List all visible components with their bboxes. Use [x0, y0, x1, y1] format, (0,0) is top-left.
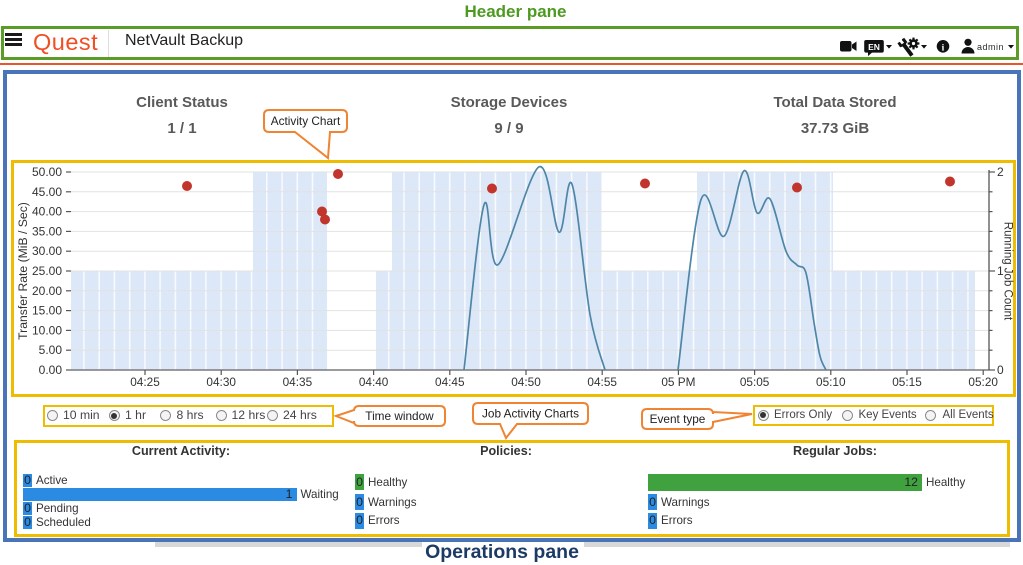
svg-text:25.00: 25.00 [32, 264, 62, 278]
svg-text:04:50: 04:50 [511, 375, 541, 389]
svg-text:Job Activity Charts: Job Activity Charts [482, 407, 579, 421]
svg-text:Transfer Rate (MiB / Sec): Transfer Rate (MiB / Sec) [16, 202, 30, 340]
svg-text:45.00: 45.00 [32, 185, 62, 199]
svg-text:admin: admin [977, 42, 1004, 52]
svg-text:Running Job Count: Running Job Count [1002, 222, 1014, 321]
svg-text:10.00: 10.00 [32, 323, 62, 337]
svg-text:50.00: 50.00 [32, 165, 62, 179]
svg-text:i: i [942, 43, 945, 53]
svg-text:05:10: 05:10 [816, 375, 846, 389]
svg-text:04:55: 04:55 [587, 375, 617, 389]
svg-text:04:35: 04:35 [283, 375, 313, 389]
svg-text:35.00: 35.00 [32, 224, 62, 238]
svg-text:2: 2 [997, 165, 1004, 179]
svg-text:Time window: Time window [365, 409, 434, 423]
svg-text:0: 0 [997, 363, 1004, 377]
svg-text:Event type: Event type [650, 412, 706, 426]
svg-text:04:45: 04:45 [435, 375, 465, 389]
svg-text:40.00: 40.00 [32, 205, 62, 219]
svg-text:04:30: 04:30 [206, 375, 236, 389]
svg-text:20.00: 20.00 [32, 284, 62, 298]
svg-text:05:15: 05:15 [892, 375, 922, 389]
svg-text:EN: EN [868, 42, 880, 52]
svg-text:30.00: 30.00 [32, 244, 62, 258]
svg-text:04:40: 04:40 [359, 375, 389, 389]
svg-text:0.00: 0.00 [39, 363, 63, 377]
svg-text:5.00: 5.00 [39, 343, 63, 357]
svg-text:05:20: 05:20 [968, 375, 998, 389]
svg-text:05 PM: 05 PM [661, 375, 695, 389]
svg-text:15.00: 15.00 [32, 304, 62, 318]
svg-text:1: 1 [997, 264, 1004, 278]
svg-text:05:05: 05:05 [740, 375, 770, 389]
svg-text:Activity Chart: Activity Chart [271, 114, 341, 128]
svg-text:04:25: 04:25 [130, 375, 160, 389]
